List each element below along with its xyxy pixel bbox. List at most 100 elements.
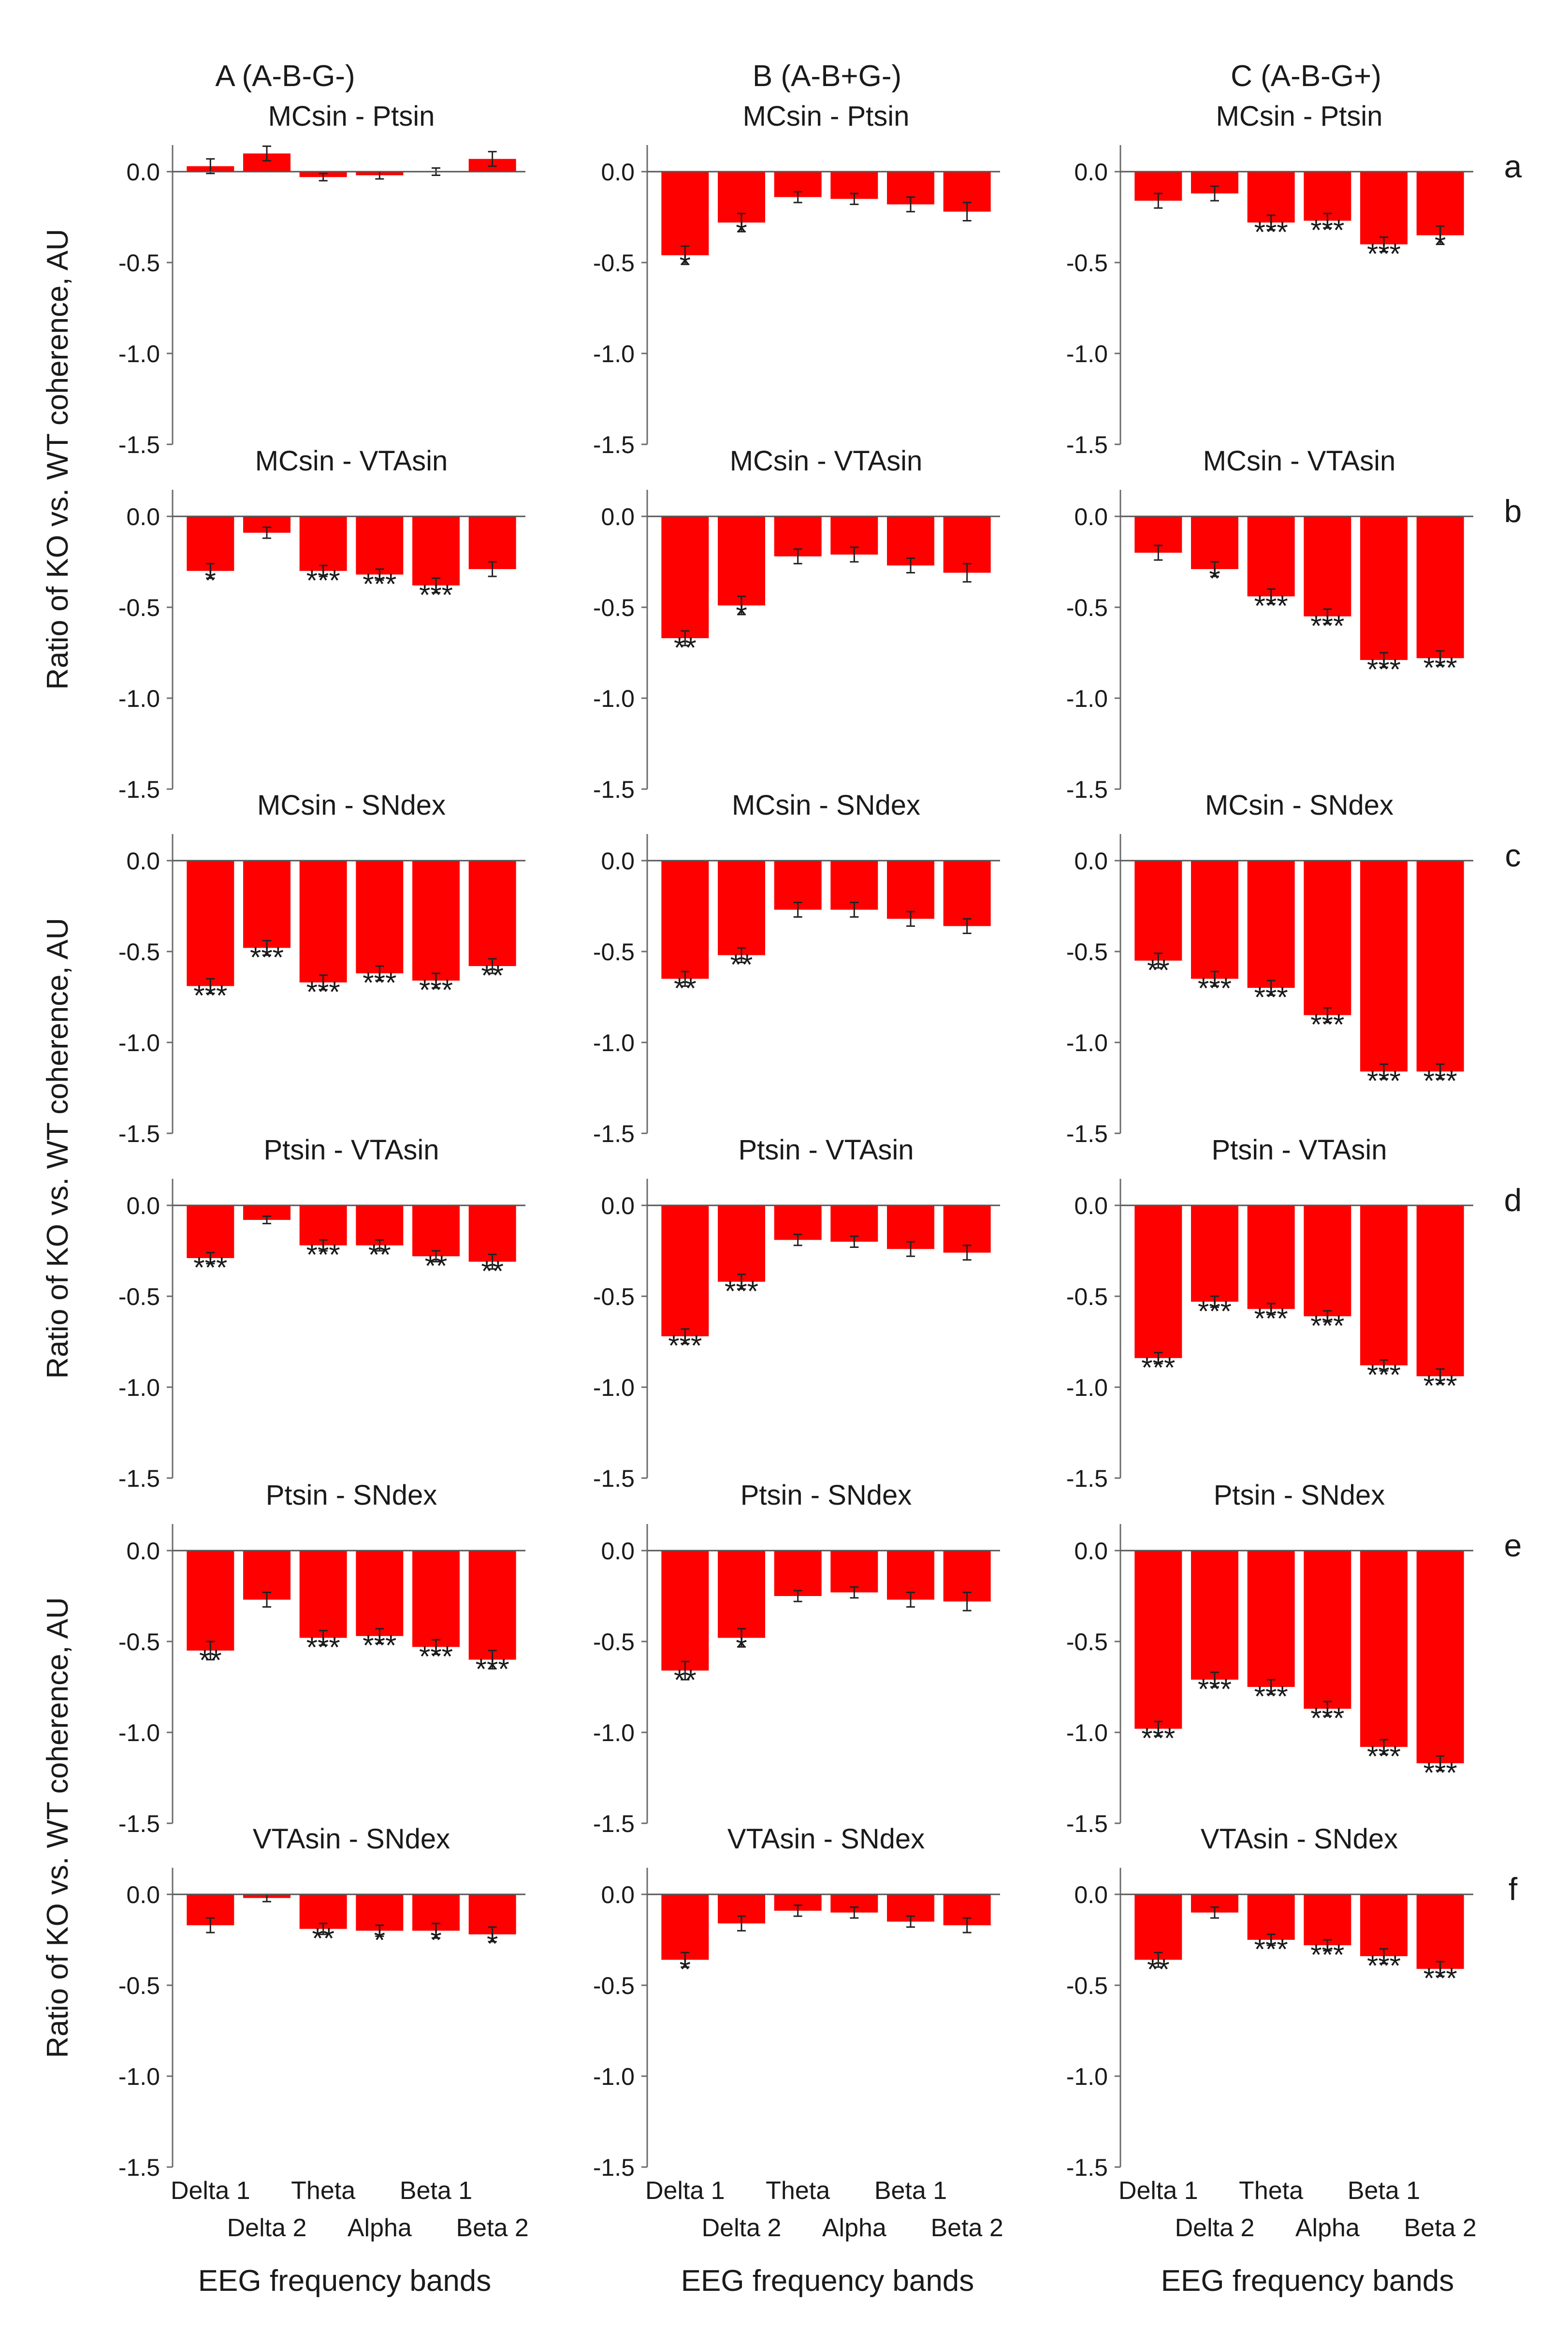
bar-delta-2 [243, 861, 290, 948]
bar-beta-2 [1416, 1894, 1464, 1969]
x-tick-label: Beta 2 [456, 2214, 528, 2242]
y-tick-label: -1.5 [118, 1120, 160, 1147]
bar-beta-2 [1416, 861, 1464, 1072]
y-tick-label: 0.0 [126, 1192, 160, 1219]
column-title-B: B (A-B+G-) [753, 59, 901, 93]
column-title-A: A (A-B-G-) [215, 59, 355, 93]
panel-title: MCsin - VTAsin [1203, 445, 1396, 477]
panel-d-2: Ptsin - VTAsin 0.0 -0.5 -1.0 -1.5 *** *** *** **… [1066, 1134, 1473, 1492]
y-tick-label: -1.0 [1066, 1374, 1108, 1401]
significance-mark: *** [306, 1631, 340, 1663]
y-tick-label: -0.5 [118, 1972, 160, 1999]
bar-beta-1 [1360, 516, 1408, 660]
significance-mark: ** [730, 949, 753, 981]
significance-mark: * [736, 216, 747, 248]
y-tick-label: -0.5 [1066, 938, 1108, 966]
significance-mark: ** [674, 972, 697, 1004]
y-tick-label: -1.5 [1066, 1810, 1108, 1837]
significance-mark: *** [1310, 610, 1344, 642]
x-tick-label: Beta 1 [874, 2177, 947, 2205]
bar-beta-1 [1360, 861, 1408, 1072]
x-tick-label: Delta 2 [1175, 2214, 1255, 2242]
y-tick-label: -1.5 [593, 1120, 635, 1147]
panel-a-0: MCsin - Ptsin 0.0 -0.5 -1.0 -1.5 [118, 101, 525, 458]
significance-mark: ** [1147, 1953, 1170, 1985]
panel-title: VTAsin - SNdex [1201, 1823, 1398, 1855]
significance-mark: *** [1423, 1757, 1457, 1789]
significance-mark: * [487, 1928, 498, 1960]
significance-mark: *** [193, 979, 227, 1011]
bar-beta-1 [1360, 172, 1408, 245]
panel-title: MCsin - VTAsin [255, 445, 448, 477]
row-label-e: e [1504, 1527, 1522, 1563]
y-tick-label: 0.0 [601, 159, 635, 186]
bar-delta-1 [661, 1205, 709, 1336]
x-tick-label: Theta [291, 2177, 355, 2205]
y-tick-label: -0.5 [1066, 594, 1108, 621]
significance-mark: *** [306, 564, 340, 597]
x-tick-label: Beta 2 [930, 2214, 1003, 2242]
bar-theta [1247, 1894, 1295, 1940]
bar-alpha [356, 1551, 404, 1636]
bar-delta-1 [1134, 861, 1182, 961]
y-tick-label: -1.0 [593, 685, 635, 712]
panel-title: Ptsin - SNdex [266, 1480, 437, 1511]
x-tick-label: Alpha [822, 2214, 886, 2242]
significance-mark: ** [1147, 954, 1170, 986]
significance-mark: *** [725, 1275, 758, 1307]
x-axis-title-C: EEG frequency bands [1161, 2264, 1454, 2298]
y-tick-label: -0.5 [118, 938, 160, 966]
bar-delta-1 [187, 1205, 234, 1259]
y-tick-label: -1.5 [1066, 431, 1108, 458]
y-tick-label: -1.0 [593, 2063, 635, 2090]
y-tick-label: -1.0 [118, 2063, 160, 2090]
y-tick-label: 0.0 [1074, 159, 1108, 186]
significance-mark: *** [1198, 1295, 1232, 1327]
significance-mark: *** [363, 967, 396, 999]
bar-theta [299, 516, 347, 571]
significance-mark: * [1209, 562, 1220, 595]
bar-delta-2 [718, 516, 765, 606]
bar-delta-2 [243, 1551, 290, 1600]
y-tick-label: 0.0 [126, 503, 160, 530]
significance-mark: *** [1254, 589, 1288, 622]
significance-mark: ** [199, 1644, 222, 1676]
bar-theta [299, 1551, 347, 1638]
y-tick-label: -1.0 [118, 1029, 160, 1056]
bar-alpha [356, 1205, 404, 1246]
bar-theta [774, 861, 822, 910]
significance-mark: *** [1141, 1722, 1175, 1754]
bar-delta-1 [661, 1894, 709, 1960]
y-tick-label: -1.5 [593, 776, 635, 803]
y-tick-label: 0.0 [1074, 1881, 1108, 1908]
bar-delta-2 [718, 1205, 765, 1282]
y-tick-label: 0.0 [601, 503, 635, 530]
y-tick-label: -1.5 [1066, 776, 1108, 803]
significance-mark: *** [1198, 1673, 1232, 1705]
significance-mark: *** [306, 976, 340, 1008]
y-tick-label: 0.0 [126, 1538, 160, 1565]
significance-mark: *** [363, 1629, 396, 1662]
y-tick-label: -1.0 [118, 1719, 160, 1746]
panel-title: MCsin - SNdex [1205, 790, 1394, 821]
significance-mark: *** [1254, 981, 1288, 1013]
significance-mark: ** [481, 959, 504, 992]
bar-beta-2 [1416, 1205, 1464, 1377]
bar-beta-1 [887, 861, 934, 919]
bar-delta-1 [661, 172, 709, 255]
panel-title: MCsin - SNdex [257, 790, 446, 821]
bar-beta-1 [412, 1205, 460, 1257]
panel-title: Ptsin - VTAsin [738, 1134, 914, 1166]
y-tick-label: -1.0 [1066, 1029, 1108, 1056]
y-tick-label: -1.5 [118, 1810, 160, 1837]
panel-title: MCsin - SNdex [732, 790, 920, 821]
bar-beta-2 [468, 861, 516, 967]
significance-mark: *** [1423, 1065, 1457, 1097]
significance-mark: ** [674, 1664, 697, 1696]
row-label-f: f [1509, 1871, 1518, 1907]
